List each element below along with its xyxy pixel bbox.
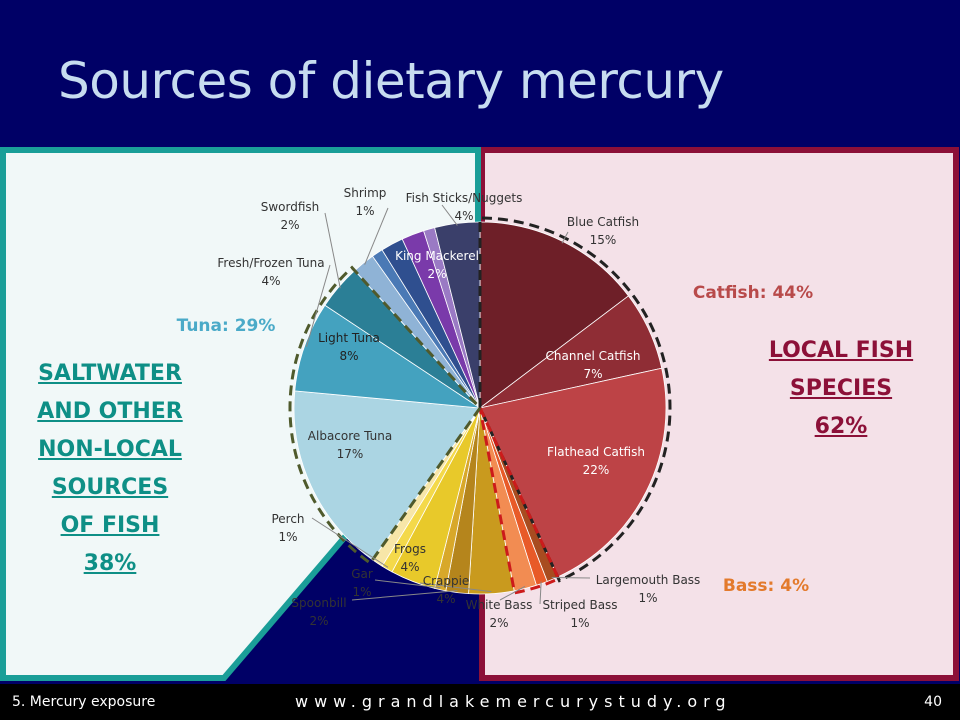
leader-line <box>305 264 331 347</box>
slide-title: Sources of dietary mercury <box>58 52 724 110</box>
bass-group-outline <box>478 407 561 595</box>
label-crappie: Crappie 4% <box>423 574 470 606</box>
leader-line <box>561 231 569 244</box>
local-fish-label: LOCAL FISH SPECIES 62% <box>768 338 914 439</box>
label-gar: Gar 1% <box>351 567 373 599</box>
footer-bar: 5. Mercury exposure www.grandlakemercury… <box>0 684 960 720</box>
label-albacore-tuna: Albacore Tuna 17% <box>308 429 392 461</box>
label-blue-catfish: Blue Catfish 15% <box>567 215 639 247</box>
footer-section: 5. Mercury exposure <box>12 694 156 710</box>
label-largemouth-bass: Largemouth Bass 1% <box>596 573 701 605</box>
footer-url: www.grandlakemercurystudy.org <box>295 692 732 711</box>
catfish-group-annotation: Catfish: 44% <box>693 283 813 303</box>
slide-number: 40 <box>924 694 942 710</box>
label-light-tuna: Light Tuna 8% <box>318 331 380 363</box>
pie-slice-light-tuna <box>294 304 481 409</box>
catfish-group-outline <box>478 216 672 583</box>
label-white-bass: White Bass 2% <box>466 598 533 630</box>
pie-slice-flathead-catfish <box>479 367 667 578</box>
tuna-group-annotation: Tuna: 29% <box>177 316 276 336</box>
label-fish-sticks-nuggets: Fish Sticks/Nuggets 4% <box>406 191 523 223</box>
leader-line <box>539 581 542 605</box>
label-flathead-catfish: Flathead Catfish 22% <box>547 445 645 477</box>
leader-line <box>311 517 389 568</box>
label-fresh-frozen-tuna: Fresh/Frozen Tuna 4% <box>217 256 324 288</box>
leader-line <box>364 207 389 265</box>
label-channel-catfish: Channel Catfish 7% <box>546 349 641 381</box>
label-shrimp: Shrimp 1% <box>344 186 387 218</box>
label-swordfish: Swordfish 2% <box>261 200 320 232</box>
leader-line <box>351 590 458 601</box>
label-striped-bass: Striped Bass 1% <box>542 598 617 630</box>
label-frogs: Frogs 4% <box>394 542 426 574</box>
leader-line <box>374 579 441 589</box>
leader-line <box>419 582 492 593</box>
leader-line <box>441 204 458 226</box>
label-perch: Perch 1% <box>271 512 304 544</box>
pie-slices <box>293 221 667 595</box>
slice-labels: Blue Catfish 15% Channel Catfish 7% Flathe… <box>217 186 700 630</box>
leader-lines <box>305 204 591 605</box>
non-local-sources-label: SALTWATER AND OTHER NON-LOCAL SOURCES OF… <box>37 361 183 576</box>
label-spoonbill: Spoonbill 2% <box>291 596 346 628</box>
leader-line <box>324 212 341 289</box>
leader-line <box>499 586 526 601</box>
label-king-mackerel: King Mackerel 2% <box>395 249 479 281</box>
bass-group-annotation: Bass: 4% <box>723 576 809 596</box>
leader-line <box>551 576 591 579</box>
